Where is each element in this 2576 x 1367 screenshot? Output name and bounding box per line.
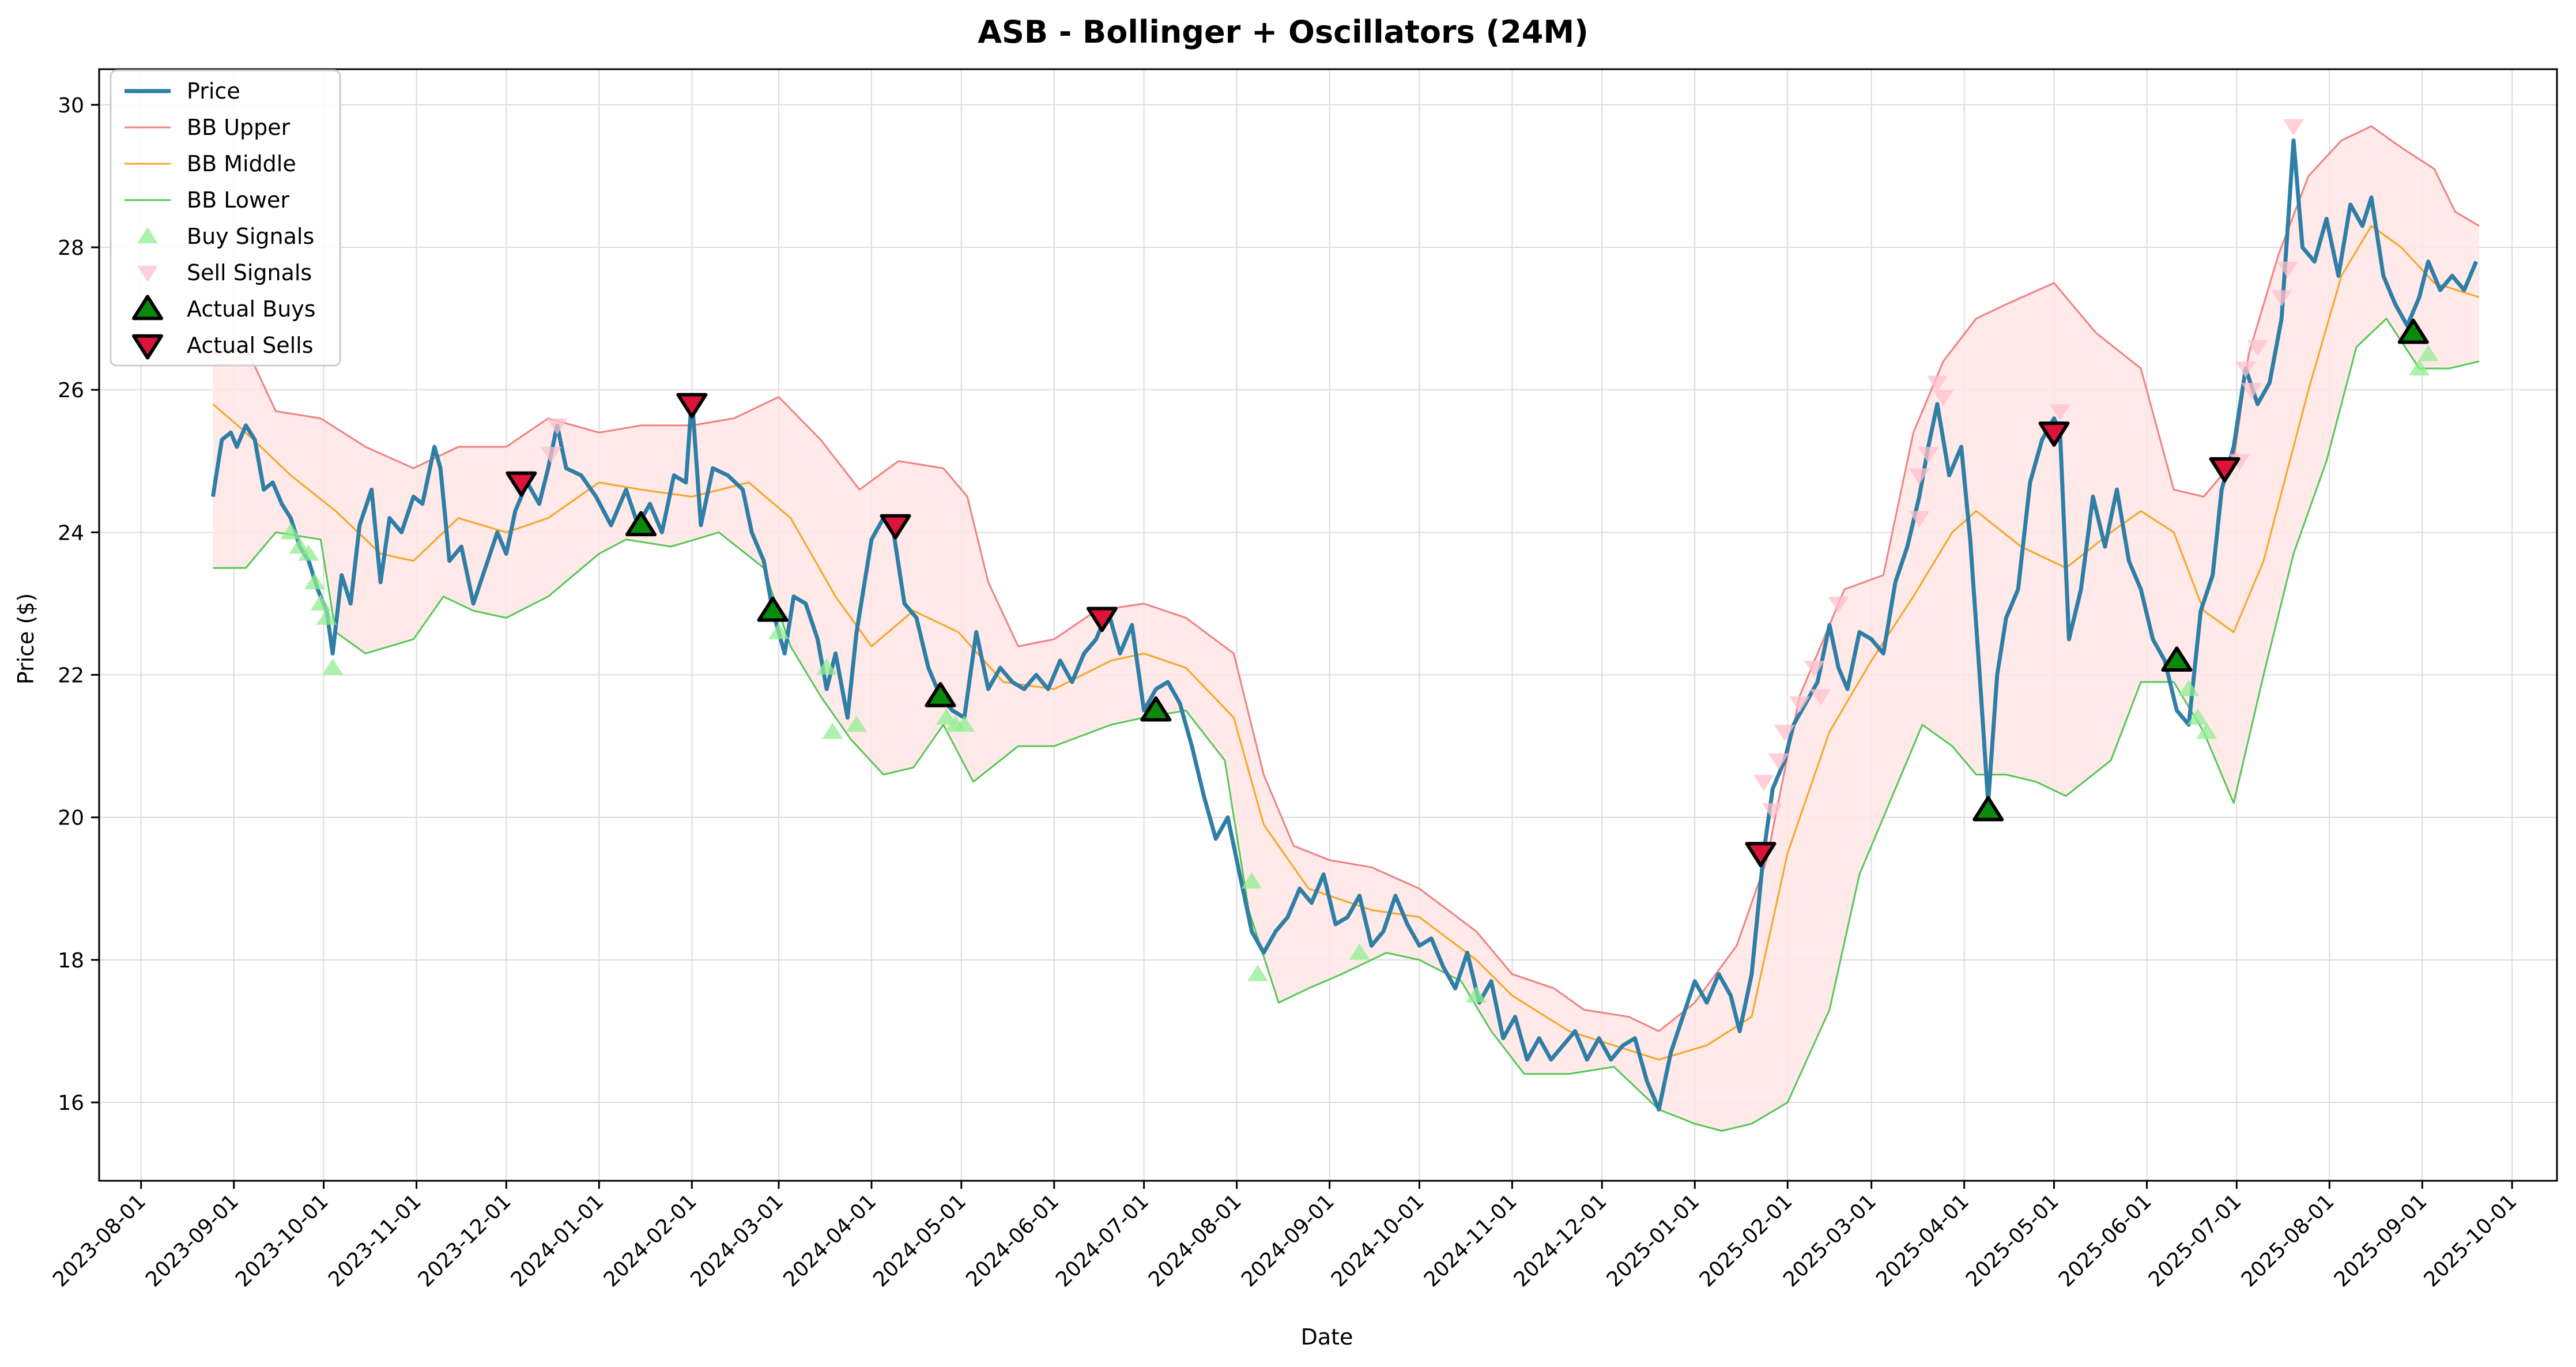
legend-label-actual-buys: Actual Buys <box>187 296 316 322</box>
actual-buy-marker <box>1972 796 2004 822</box>
buy-signal-marker <box>2417 345 2439 361</box>
buy-signal-marker <box>304 573 325 589</box>
legend-label-bb-upper: BB Upper <box>187 115 291 140</box>
actual-buy-marker <box>2161 646 2193 672</box>
sell-signal-marker <box>1804 661 1825 677</box>
legend-label-sell-signals: Sell Signals <box>187 260 312 285</box>
actual-sell-marker <box>506 471 537 497</box>
buy-signal-marker <box>1241 872 1262 889</box>
sell-signal-marker <box>541 447 562 464</box>
sell-signal-marker <box>2049 404 2070 421</box>
sell-signal-marker <box>2271 290 2292 307</box>
sell-signal-marker <box>1926 375 1948 392</box>
bollinger-band-fill <box>213 126 2480 1131</box>
buy-signal-marker <box>289 537 310 554</box>
legend-label-bb-lower: BB Lower <box>187 187 289 213</box>
plot-frame <box>98 68 2558 1182</box>
legend: Price BB Upper BB Middle BB Lower Buy Signal… <box>110 69 341 367</box>
sell-signal-marker <box>2277 261 2298 278</box>
actual-buy-marker <box>925 681 956 707</box>
sell-signal-marker <box>1909 468 1930 485</box>
sell-signal-marker <box>1933 390 1954 406</box>
legend-swatch-sell-signals <box>137 265 158 283</box>
sell-signal-marker <box>1753 774 1774 792</box>
y-tick-label: 16 <box>58 1091 84 1115</box>
y-tick-label: 18 <box>58 949 84 973</box>
legend-label-buy-signals: Buy Signals <box>187 224 314 249</box>
buy-signal-marker <box>280 523 301 540</box>
actual-buy-marker <box>757 596 789 622</box>
legend-label-price: Price <box>187 78 240 104</box>
bb-upper-line <box>213 125 2480 1032</box>
sell-signal-marker <box>2235 361 2256 378</box>
actual-sell-marker <box>880 514 911 540</box>
y-tick-label: 22 <box>58 664 84 688</box>
sell-signal-marker <box>2241 383 2262 400</box>
actual-buy-marker <box>1140 696 1172 722</box>
buy-signal-marker <box>316 608 337 625</box>
y-tick-label: 30 <box>58 94 84 118</box>
sell-signal-marker <box>1774 725 1796 741</box>
actual-sell-marker <box>676 393 708 419</box>
buy-signals-group <box>280 345 2439 1003</box>
legend-swatch-actual-buys <box>132 295 163 321</box>
buy-signal-marker <box>2187 708 2208 725</box>
legend-swatch-buy-signals <box>137 227 158 244</box>
sell-signal-marker <box>2247 340 2268 357</box>
buy-signal-marker <box>1349 943 1370 960</box>
legend-swatch-actual-sells <box>132 334 163 360</box>
sell-signal-marker <box>1762 803 1783 820</box>
sell-signals-group <box>541 119 2304 820</box>
buy-signal-marker <box>2196 722 2217 739</box>
sell-signal-marker <box>1909 511 1930 528</box>
y-axis-label: Price ($) <box>13 593 39 685</box>
buy-signal-marker <box>936 708 957 725</box>
buy-signal-marker <box>822 722 843 739</box>
plot-area: 16182022242628302023-08-012023-09-012023… <box>48 68 2558 1291</box>
bb-middle-line <box>212 225 2480 1061</box>
buy-signal-marker <box>298 544 319 561</box>
actual-sells-group <box>506 393 2241 868</box>
buy-signal-marker <box>816 658 838 675</box>
buy-signal-marker <box>2178 680 2200 696</box>
legend-label-actual-sells: Actual Sells <box>187 333 314 358</box>
buy-signal-marker <box>2409 359 2430 376</box>
price-line <box>210 138 2479 1112</box>
buy-signal-marker <box>1247 965 1268 981</box>
legend-box <box>110 69 341 367</box>
x-axis-label: Date <box>1301 1324 1353 1350</box>
actual-sell-marker <box>2209 457 2241 483</box>
chart-title: ASB - Bollinger + Oscillators (24M) <box>978 14 1589 50</box>
sell-signal-marker <box>1828 596 1849 613</box>
sell-signal-marker <box>546 418 568 435</box>
sell-signal-marker <box>1768 753 1789 770</box>
buy-signal-marker <box>768 623 789 639</box>
actual-sell-marker <box>1745 842 1777 868</box>
actual-sell-marker <box>2038 421 2070 447</box>
sell-signal-marker <box>1789 696 1811 713</box>
sell-signal-marker <box>2283 119 2304 136</box>
y-tick-label: 26 <box>58 379 84 402</box>
buy-signal-marker <box>953 715 975 732</box>
y-tick-label: 24 <box>58 521 84 545</box>
actual-buy-marker <box>2397 318 2429 344</box>
actual-buy-marker <box>625 511 657 537</box>
buy-signal-marker <box>322 658 344 675</box>
sell-signal-marker <box>1918 447 1939 464</box>
actual-buys-group <box>625 318 2429 822</box>
y-tick-label: 28 <box>58 236 84 260</box>
buy-signal-marker <box>310 594 331 611</box>
sell-signal-marker <box>1810 689 1831 706</box>
legend-label-bb-middle: BB Middle <box>187 151 296 176</box>
buy-signal-marker <box>846 715 867 732</box>
actual-sell-marker <box>1086 607 1118 632</box>
y-tick-label: 20 <box>58 807 84 830</box>
bb-lower-line <box>213 318 2480 1132</box>
buy-signal-marker <box>1466 986 1487 1003</box>
